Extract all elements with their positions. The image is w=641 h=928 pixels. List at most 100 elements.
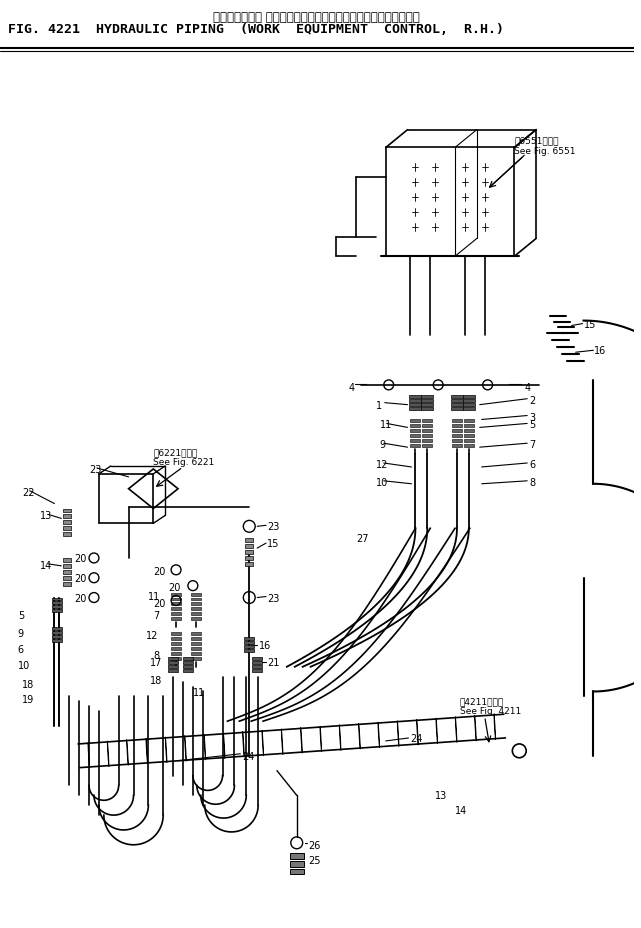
Bar [464,435,474,438]
Bar [464,430,474,432]
Text: 20: 20 [168,582,181,592]
Text: 16: 16 [594,346,606,356]
Bar [452,430,462,432]
Bar [451,395,463,398]
Text: 10: 10 [18,660,30,670]
Bar [452,440,462,443]
Bar [246,545,253,548]
Text: 14: 14 [40,561,52,571]
Bar [410,420,420,423]
Bar [410,399,421,402]
Bar [452,445,462,447]
Text: 7: 7 [153,611,160,621]
Bar [252,665,262,668]
Bar [191,652,201,655]
Bar [171,618,181,621]
Text: FIG. 4221  HYDRAULIC PIPING  (WORK  EQUIPMENT  CONTROL,  R.H.): FIG. 4221 HYDRAULIC PIPING (WORK EQUIPME… [8,23,504,36]
Text: 9: 9 [18,628,24,638]
Text: 9: 9 [380,440,386,450]
Bar [171,642,181,645]
Text: 17: 17 [151,657,163,667]
Bar [463,399,475,402]
Bar [244,650,254,652]
Bar [171,657,181,660]
Bar [464,420,474,423]
Text: See Fig. 4211: See Fig. 4211 [460,706,521,715]
Text: 11: 11 [380,420,392,430]
Bar [290,860,304,867]
Bar [421,407,433,410]
Bar [451,404,463,406]
Text: 20: 20 [74,553,87,563]
Bar [63,576,71,580]
Bar [422,420,432,423]
Bar [53,636,62,638]
Bar [464,445,474,447]
Bar [410,395,421,398]
Bar [171,593,181,596]
Text: 12: 12 [376,459,388,470]
Bar [191,593,201,596]
Bar [191,618,201,621]
Bar [53,639,62,642]
Text: 20: 20 [74,593,87,603]
Bar [171,612,181,615]
Text: 20: 20 [74,574,87,583]
Text: 23: 23 [89,465,101,474]
Bar [464,425,474,428]
Bar [63,570,71,574]
Bar [63,533,71,536]
Text: See Fig. 6221: See Fig. 6221 [153,458,215,467]
Text: 13: 13 [435,791,447,801]
Bar [451,399,463,402]
Bar [463,395,475,398]
Text: 5: 5 [529,420,535,430]
Bar [63,582,71,586]
Bar [410,407,421,410]
Text: 16: 16 [259,640,271,651]
Bar [63,527,71,531]
Bar [422,440,432,443]
Bar [410,435,420,438]
Text: 2: 2 [529,395,535,406]
Bar [452,425,462,428]
Bar [183,665,193,668]
Bar [53,602,62,605]
Text: 20: 20 [153,566,165,576]
Bar [452,435,462,438]
Bar [168,669,178,672]
Bar [252,669,262,672]
Bar [246,538,253,543]
Text: 24: 24 [242,751,254,761]
Text: 12: 12 [146,630,159,640]
Text: 6: 6 [529,459,535,470]
Text: 第6221図参照: 第6221図参照 [153,447,197,457]
Bar [53,606,62,609]
Bar [410,404,421,406]
Bar [168,661,178,664]
Bar [63,564,71,568]
Bar [244,641,254,644]
Bar [168,665,178,668]
Bar [410,445,420,447]
Text: 14: 14 [455,806,467,816]
Bar [191,612,201,615]
Bar [171,633,181,636]
Text: 18: 18 [22,679,34,689]
Text: 15: 15 [583,319,596,329]
Bar [191,633,201,636]
Text: ハイドロリック バイピング　　作　業　機　　コントロール，右: ハイドロリック バイピング 作 業 機 コントロール，右 [213,11,420,24]
Bar [422,425,432,428]
Bar [451,407,463,410]
Text: 7: 7 [529,440,535,450]
Text: 13: 13 [40,511,52,521]
Bar [252,657,262,660]
Bar [290,853,304,858]
Text: 27: 27 [356,534,369,544]
Text: 23: 23 [267,593,279,603]
Bar [244,645,254,649]
Bar [421,404,433,406]
Text: 4: 4 [524,382,530,393]
Bar [171,598,181,600]
Text: 15: 15 [267,538,279,548]
